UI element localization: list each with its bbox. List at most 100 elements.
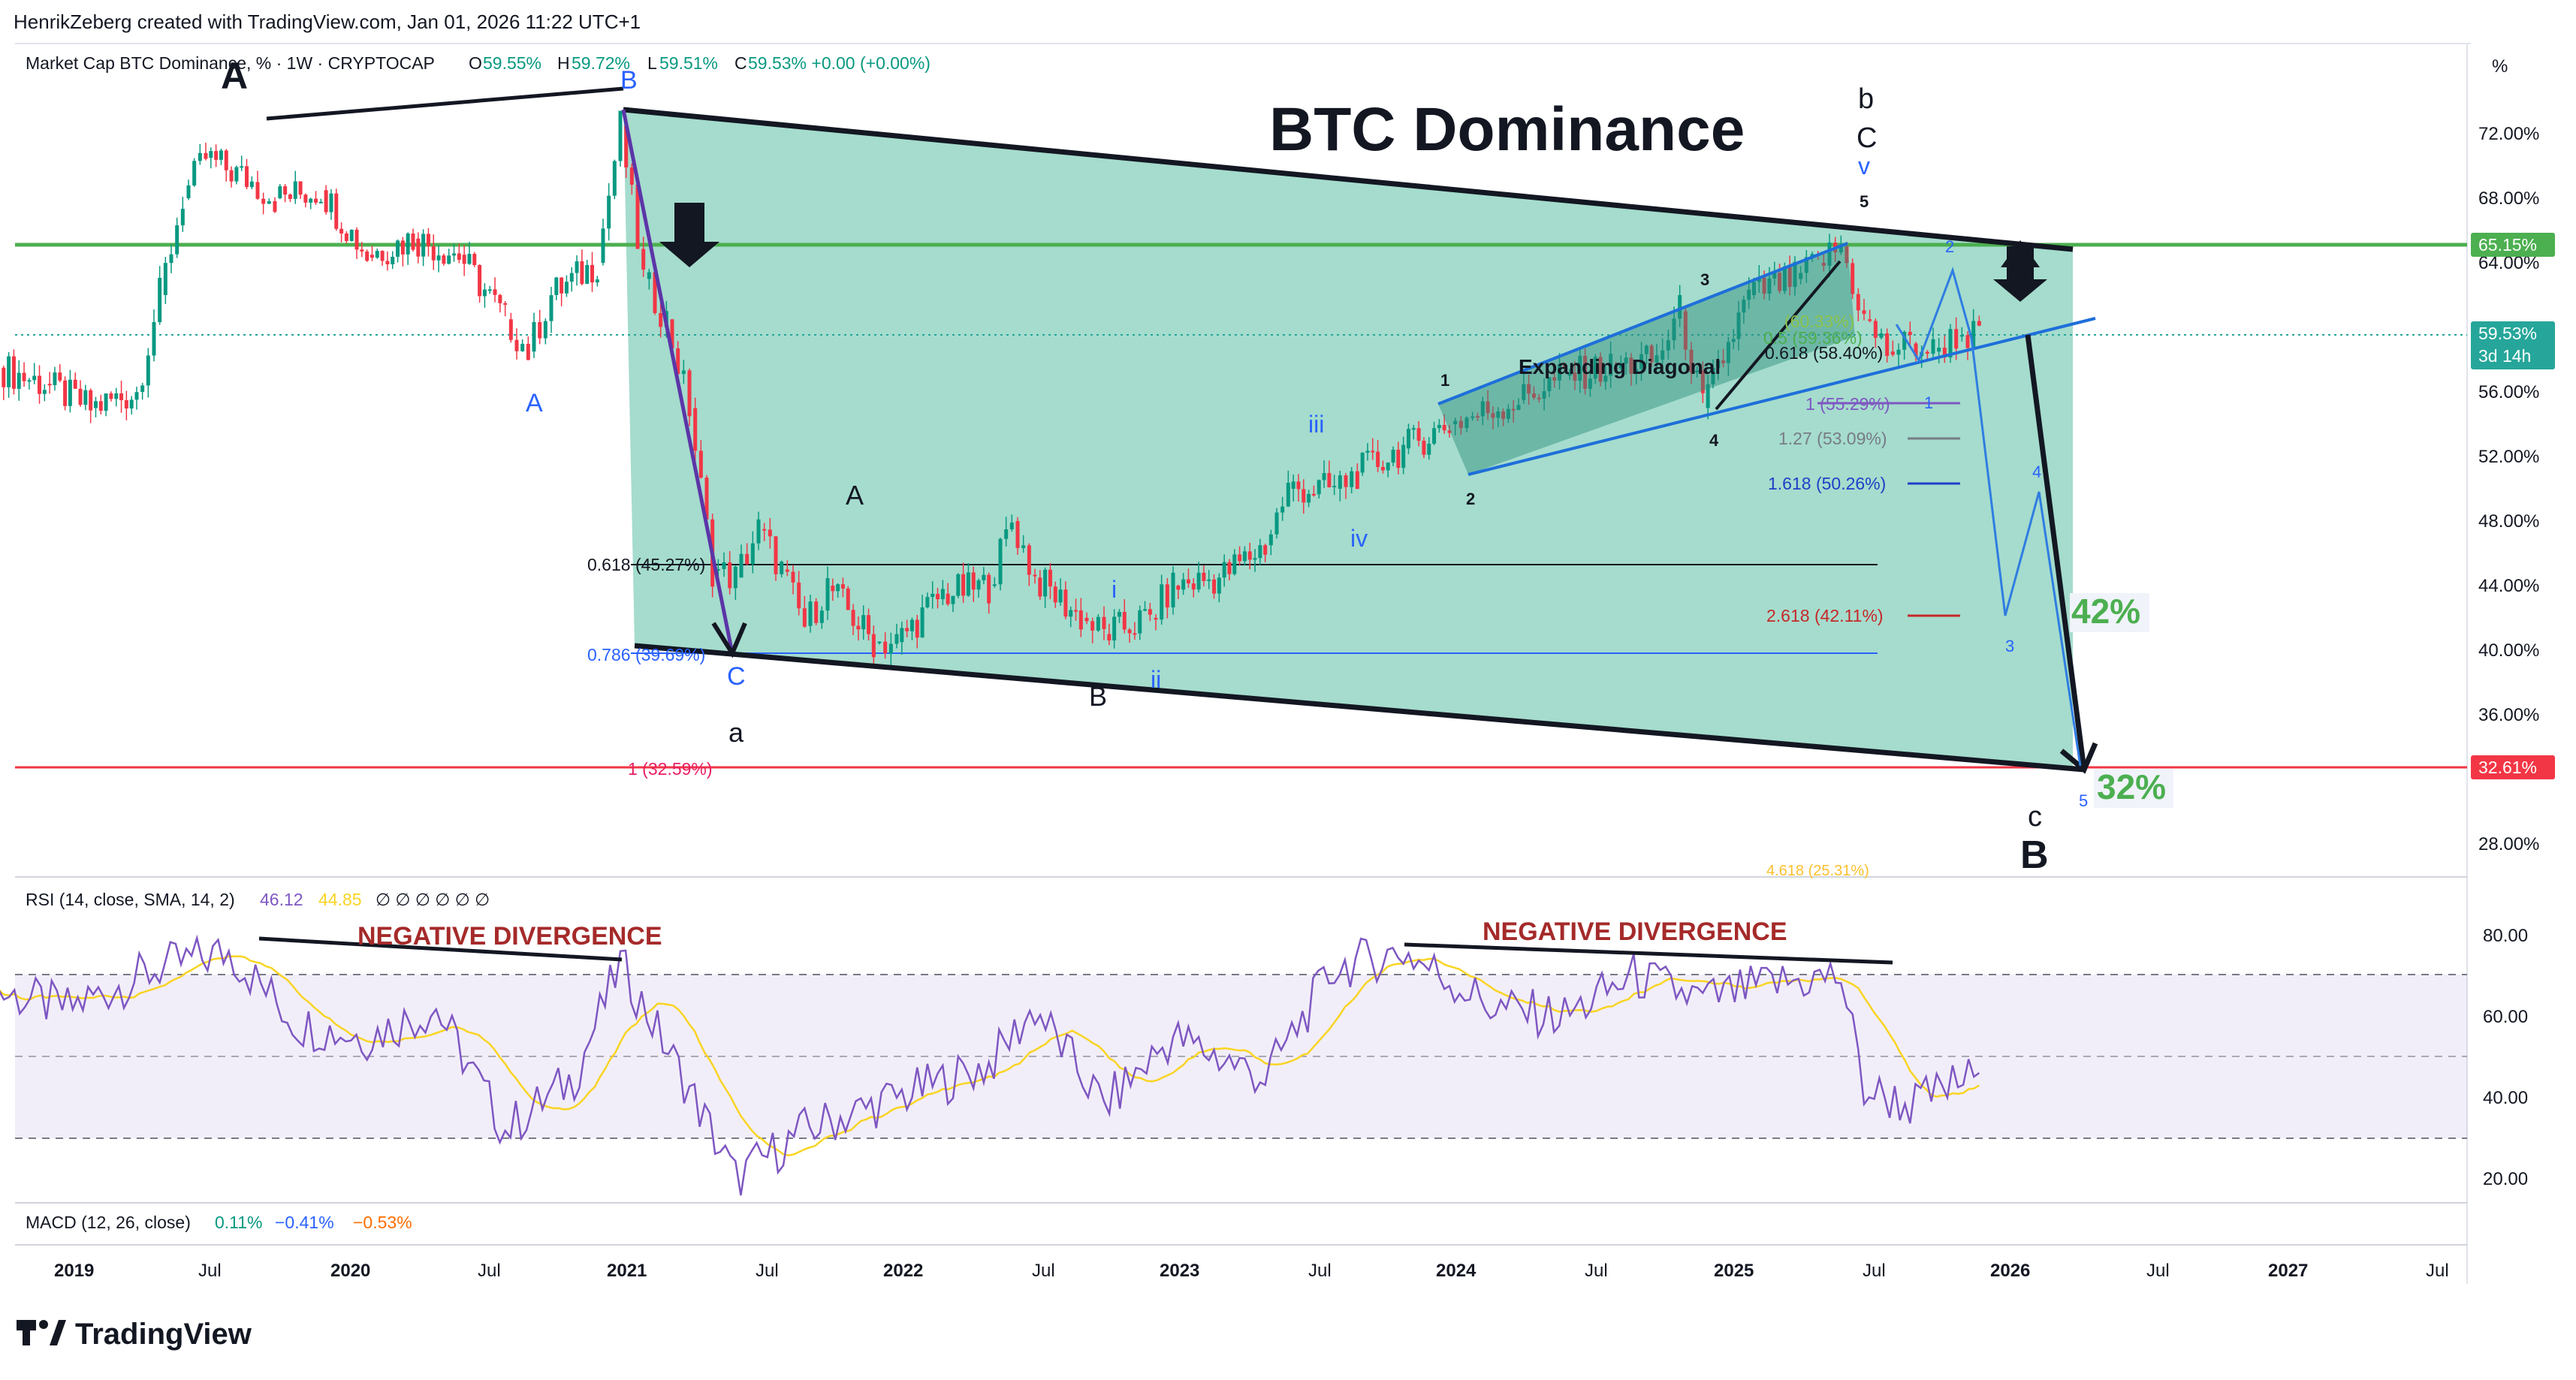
expanding-diagonal-wedge[interactable] [1438, 243, 1855, 475]
fib-label-1: 1 (32.59%) [628, 759, 713, 779]
candle-body [1464, 417, 1469, 428]
wave-C-down-line[interactable] [621, 109, 734, 654]
divergence-line-2[interactable] [1404, 942, 1893, 965]
ohlc-legend: O 59.55% H 59.72% L 59.51% C 59.53% +0.0… [469, 53, 931, 73]
candle-body [1311, 493, 1316, 496]
candle-body [1096, 616, 1100, 631]
candle-body [543, 321, 547, 339]
candle-body [1090, 621, 1095, 631]
candle-body [1376, 451, 1380, 467]
candle-body [856, 625, 861, 630]
candle-body [93, 401, 98, 408]
candle-body [1856, 294, 1860, 311]
fib-label-0786: 0.786 (39.69%) [587, 645, 705, 664]
candle-body [78, 388, 83, 405]
candle-body [867, 615, 871, 634]
candle-body [992, 584, 997, 586]
candle-body [554, 277, 559, 295]
candle-body [421, 234, 426, 257]
candle-body [1232, 554, 1237, 574]
candle-body [739, 553, 744, 578]
channel-lower-line[interactable] [634, 643, 2085, 773]
candle-body [520, 343, 525, 351]
candle-body [1931, 339, 1935, 354]
candle-body [436, 255, 441, 261]
candle-body [1721, 360, 1726, 363]
time-axis[interactable]: 2019 Jul 2020 Jul 2021 Jul 2022 Jul 2023… [54, 1261, 2449, 1281]
diag-wave-2: 2 [1466, 490, 1475, 508]
candle-body [564, 282, 569, 294]
top-trendline-A-B[interactable] [266, 86, 624, 121]
candle-body [1048, 569, 1052, 587]
time-tick: 2023 [1160, 1261, 1199, 1281]
diagonal-wave5-line[interactable] [1715, 260, 1842, 411]
candle-body [1598, 357, 1603, 382]
time-tick: Jul [478, 1261, 501, 1281]
candle-body [1112, 616, 1117, 641]
candle-body [1084, 618, 1089, 622]
candle-body [1618, 363, 1623, 369]
candle-body [670, 319, 674, 348]
diagonal-lower-line[interactable] [1467, 317, 2096, 476]
price-series [2, 110, 1981, 667]
projected-wave-path[interactable] [1895, 267, 2082, 767]
time-tick: 2021 [607, 1261, 647, 1281]
candle-body [681, 370, 686, 375]
diagonal-upper-line[interactable] [1437, 242, 1848, 405]
divergence-label-1: NEGATIVE DIVERGENCE [357, 922, 662, 951]
channel-upper-line[interactable] [623, 107, 2074, 252]
candle-body [883, 641, 888, 654]
candle-body [1914, 343, 1918, 357]
candle-body [1593, 357, 1597, 379]
candle-body [209, 151, 213, 158]
candle-body [283, 186, 288, 195]
candle-body [349, 229, 354, 242]
candle-body [204, 152, 208, 159]
candle-body [549, 295, 554, 321]
candle-body [1654, 355, 1659, 363]
candle-body [53, 372, 57, 385]
candle-body [1700, 370, 1705, 393]
divergence-line-1[interactable] [258, 936, 623, 962]
price-badge-support-label: 32.61% [2478, 758, 2537, 777]
candle-body [1227, 562, 1232, 574]
candle-body [1902, 331, 1907, 350]
candle-body [478, 264, 482, 297]
candle-body [124, 399, 128, 409]
candle-body [514, 339, 519, 351]
price-axis[interactable]: 72.00% 68.00% 64.00% 56.00% 52.00% 48.00… [2478, 124, 2539, 854]
candle-body [1613, 367, 1618, 369]
candle-body [940, 589, 945, 600]
wave-label-b: b [1858, 83, 1874, 115]
candle-body [198, 152, 202, 161]
candle-body [354, 229, 359, 250]
candle-body [1242, 551, 1247, 562]
candle-body [1212, 579, 1217, 594]
target-label-42: 42% [2071, 592, 2140, 631]
candle-body [255, 182, 260, 199]
time-tick: 2022 [883, 1261, 923, 1281]
candle-body [472, 254, 477, 265]
candle-body [1422, 441, 1426, 455]
macd-value-2: −0.41% [275, 1213, 334, 1232]
candle-body [1069, 610, 1073, 617]
candle-body [1767, 278, 1772, 294]
candle-body [1442, 424, 1446, 431]
candle-body [1207, 579, 1211, 581]
candle-body [612, 161, 617, 196]
candle-body [1782, 266, 1787, 291]
candle-body [905, 628, 909, 631]
time-tick: Jul [1585, 1261, 1608, 1281]
candle-body [976, 580, 981, 590]
fib-label-0330: (60.33%) [1784, 312, 1854, 331]
candle-body [1332, 486, 1337, 488]
time-tick: 2020 [330, 1261, 370, 1281]
candle-body [624, 125, 629, 167]
candle-body [1107, 634, 1112, 641]
wave-label-i: i [1112, 576, 1117, 603]
ohlc-open-value: 59.55% [483, 53, 541, 73]
candle-body [27, 380, 32, 382]
fib-label-0618: 0.618 (45.27%) [587, 555, 705, 574]
wave-label-B-mid: B [1089, 681, 1107, 712]
projection-down-line[interactable] [2025, 334, 2087, 770]
